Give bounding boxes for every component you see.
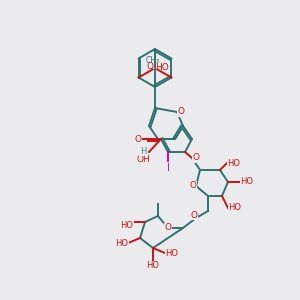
- Text: HO: HO: [155, 63, 168, 72]
- Text: O: O: [193, 154, 200, 163]
- Text: HO: HO: [241, 178, 254, 187]
- Text: HO: HO: [116, 238, 128, 247]
- Text: O: O: [164, 224, 172, 232]
- Text: CH₃: CH₃: [146, 56, 160, 65]
- Text: HO: HO: [121, 221, 134, 230]
- Text: HO: HO: [229, 203, 242, 212]
- Text: I: I: [167, 163, 170, 173]
- Text: O: O: [190, 182, 196, 190]
- Text: HO: HO: [227, 158, 241, 167]
- Text: OH: OH: [136, 154, 150, 164]
- Text: O: O: [190, 211, 197, 220]
- Text: HO: HO: [146, 262, 160, 271]
- Text: O: O: [178, 107, 184, 116]
- Text: H: H: [140, 146, 146, 155]
- Text: O: O: [147, 62, 154, 71]
- Text: O: O: [134, 134, 142, 143]
- Text: HO: HO: [166, 248, 178, 257]
